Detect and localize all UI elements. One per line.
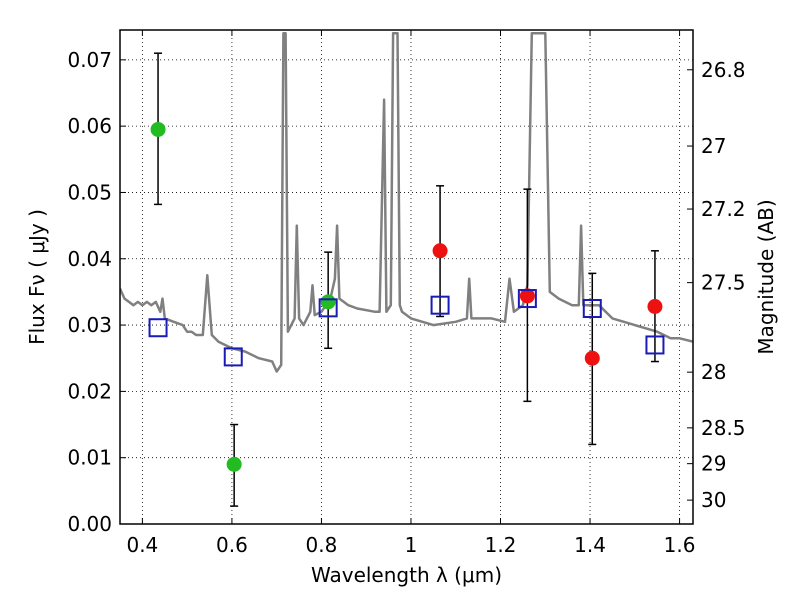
ticks: 0.4 0.6 0.8 1 1.2 1.4 1.6 0.00 0.01 0.02 0.03 0.04 0… bbox=[67, 30, 746, 557]
model-photometry-point bbox=[318, 298, 338, 318]
data-point bbox=[584, 350, 600, 366]
data-point bbox=[226, 456, 242, 472]
model-photometry-point bbox=[148, 318, 168, 338]
model-photometry-point bbox=[582, 298, 602, 318]
x-tick-label: 0.8 bbox=[306, 533, 338, 557]
y-axis-title: Flux Fν ( μJy ) bbox=[25, 209, 49, 345]
y-tick-label: 0.05 bbox=[67, 180, 112, 204]
data-point bbox=[432, 243, 448, 259]
data-point bbox=[320, 294, 336, 310]
data-point bbox=[647, 299, 663, 315]
x-tick-label: 1 bbox=[405, 533, 418, 557]
x-tick-label: 0.4 bbox=[126, 533, 158, 557]
y-tick-label: 0.00 bbox=[67, 512, 112, 536]
x-tick-label: 1.4 bbox=[574, 533, 606, 557]
y-tick-label: 0.06 bbox=[67, 114, 112, 138]
model-spectrum-line bbox=[120, 32, 693, 373]
x-tick-label: 1.6 bbox=[664, 533, 696, 557]
data-point bbox=[519, 288, 535, 304]
y-tick-label: 0.01 bbox=[67, 446, 112, 470]
plot-frame bbox=[119, 29, 694, 525]
right-tick-label: 26.8 bbox=[701, 58, 746, 82]
right-tick-label: 27.5 bbox=[701, 271, 746, 295]
right-tick-label: 28 bbox=[701, 360, 726, 384]
right-axis-title: Magnitude (AB) bbox=[754, 199, 778, 354]
y-tick-label: 0.07 bbox=[67, 48, 112, 72]
data-point bbox=[150, 121, 166, 137]
right-tick-label: 29 bbox=[701, 452, 726, 476]
x-tick-label: 0.6 bbox=[216, 533, 248, 557]
plot-area bbox=[120, 32, 693, 507]
y-tick-label: 0.02 bbox=[67, 379, 112, 403]
x-tick-label: 1.2 bbox=[485, 533, 517, 557]
model-photometry-point bbox=[645, 335, 665, 355]
right-tick-label: 28.5 bbox=[701, 416, 746, 440]
x-axis-title: Wavelength λ (μm) bbox=[311, 563, 502, 587]
model-photometry-point bbox=[223, 347, 243, 367]
right-tick-label: 27 bbox=[701, 134, 726, 158]
y-tick-label: 0.04 bbox=[67, 247, 112, 271]
model-photometry-point bbox=[430, 295, 450, 315]
right-tick-label: 27.2 bbox=[701, 197, 746, 221]
model-photometry-point bbox=[517, 289, 537, 309]
y-tick-label: 0.03 bbox=[67, 313, 112, 337]
right-tick-label: 30 bbox=[701, 488, 726, 512]
